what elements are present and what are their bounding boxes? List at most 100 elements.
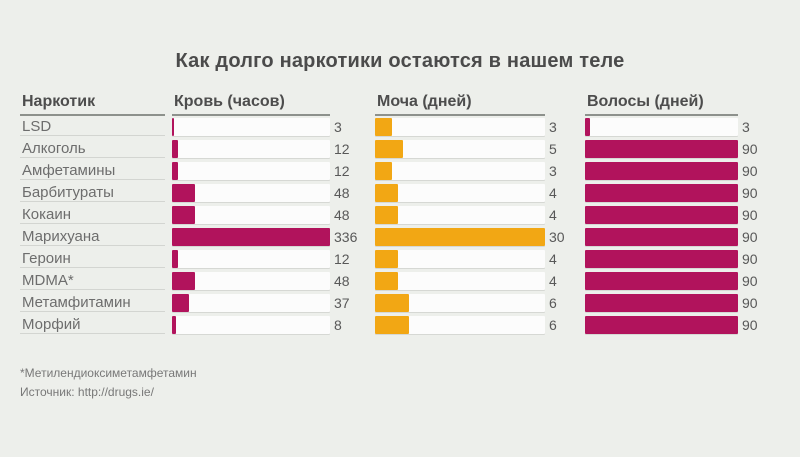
blood-bar-track <box>172 162 330 180</box>
hair-value: 90 <box>742 229 758 245</box>
urine-bar-track <box>375 206 545 224</box>
blood-bar-track <box>172 118 330 136</box>
row-spacer <box>165 250 172 268</box>
blood-value: 3 <box>334 119 342 135</box>
blood-bar <box>172 228 330 246</box>
urine-value: 3 <box>549 119 557 135</box>
hair-bar-track <box>585 184 738 202</box>
table-row: Барбитураты 48 4 90 <box>20 184 780 202</box>
blood-bar-track <box>172 184 330 202</box>
hair-value: 90 <box>742 185 758 201</box>
drug-name: LSD <box>20 118 165 136</box>
urine-bar <box>375 294 409 312</box>
hair-bar <box>585 206 738 224</box>
hair-value: 90 <box>742 251 758 267</box>
hair-value: 90 <box>742 273 758 289</box>
row-spacer <box>165 316 172 334</box>
urine-bar <box>375 140 404 158</box>
blood-value: 12 <box>334 141 350 157</box>
table-row: Амфетамины 12 3 90 <box>20 162 780 180</box>
blood-bar-track <box>172 250 330 268</box>
drug-name: Кокаин <box>20 206 165 224</box>
row-spacer <box>165 184 172 202</box>
hair-bar <box>585 250 738 268</box>
urine-value: 4 <box>549 273 557 289</box>
urine-bar-track <box>375 162 545 180</box>
blood-bar <box>172 272 195 290</box>
row-spacer <box>165 162 172 180</box>
hair-value: 3 <box>742 119 750 135</box>
hair-bar-track <box>585 206 738 224</box>
hair-bar-track <box>585 250 738 268</box>
table-row: Морфий 8 6 90 <box>20 316 780 334</box>
row-spacer <box>165 294 172 312</box>
urine-bar-track <box>375 294 545 312</box>
urine-value: 6 <box>549 295 557 311</box>
urine-bar-track <box>375 184 545 202</box>
drug-name: MDMA* <box>20 272 165 290</box>
blood-bar-track <box>172 294 330 312</box>
urine-bar <box>375 316 409 334</box>
hair-bar <box>585 294 738 312</box>
hair-value: 90 <box>742 317 758 333</box>
drug-name: Алкоголь <box>20 140 165 158</box>
blood-value: 12 <box>334 163 350 179</box>
hair-bar-track <box>585 118 738 136</box>
urine-bar-track <box>375 228 545 246</box>
drug-name: Амфетамины <box>20 162 165 180</box>
chart-rows: LSD 3 3 3 Алкоголь 12 5 90 Амфетамины 12 3 90 Барбит… <box>20 118 780 334</box>
urine-bar <box>375 162 392 180</box>
blood-bar-track <box>172 316 330 334</box>
urine-bar <box>375 206 398 224</box>
urine-bar-track <box>375 250 545 268</box>
hair-bar-track <box>585 140 738 158</box>
footnotes: *Метилендиоксиметамфетамин Источник: htt… <box>20 364 780 402</box>
urine-value: 4 <box>549 185 557 201</box>
hair-bar-track <box>585 228 738 246</box>
urine-value: 30 <box>549 229 565 245</box>
column-header-hair: Волосы (дней) <box>585 93 738 116</box>
hair-bar-track <box>585 162 738 180</box>
row-spacer <box>165 118 172 136</box>
hair-bar <box>585 228 738 246</box>
table-row: Героин 12 4 90 <box>20 250 780 268</box>
hair-bar-track <box>585 316 738 334</box>
blood-bar-track <box>172 228 330 246</box>
blood-value: 48 <box>334 273 350 289</box>
drug-name: Барбитураты <box>20 184 165 202</box>
blood-bar <box>172 184 195 202</box>
urine-bar-track <box>375 316 545 334</box>
hair-bar-track <box>585 294 738 312</box>
blood-value: 8 <box>334 317 342 333</box>
table-row: Кокаин 48 4 90 <box>20 206 780 224</box>
urine-value: 6 <box>549 317 557 333</box>
footnote-source: Источник: http://drugs.ie/ <box>20 385 154 399</box>
urine-bar <box>375 250 398 268</box>
blood-bar <box>172 118 174 136</box>
footnote-mdma: *Метилендиоксиметамфетамин <box>20 366 197 380</box>
table-row: Алкоголь 12 5 90 <box>20 140 780 158</box>
hair-value: 90 <box>742 141 758 157</box>
blood-bar <box>172 316 176 334</box>
hair-bar <box>585 272 738 290</box>
urine-value: 4 <box>549 207 557 223</box>
hair-bar <box>585 184 738 202</box>
urine-value: 5 <box>549 141 557 157</box>
row-spacer <box>165 272 172 290</box>
blood-bar <box>172 250 178 268</box>
chart-title: Как долго наркотики остаются в нашем тел… <box>175 50 625 72</box>
table-row: MDMA* 48 4 90 <box>20 272 780 290</box>
blood-bar-track <box>172 140 330 158</box>
blood-bar <box>172 206 195 224</box>
blood-bar <box>172 162 178 180</box>
hair-bar-track <box>585 272 738 290</box>
urine-bar-track <box>375 140 545 158</box>
blood-bar-track <box>172 206 330 224</box>
blood-bar <box>172 294 190 312</box>
blood-value: 37 <box>334 295 350 311</box>
column-header-urine: Моча (дней) <box>375 93 545 116</box>
column-header-row: Наркотик Кровь (часов) Моча (дней) Волос… <box>20 93 780 116</box>
column-header-drug: Наркотик <box>20 93 165 116</box>
urine-bar-track <box>375 118 545 136</box>
header-spacer <box>165 93 172 116</box>
